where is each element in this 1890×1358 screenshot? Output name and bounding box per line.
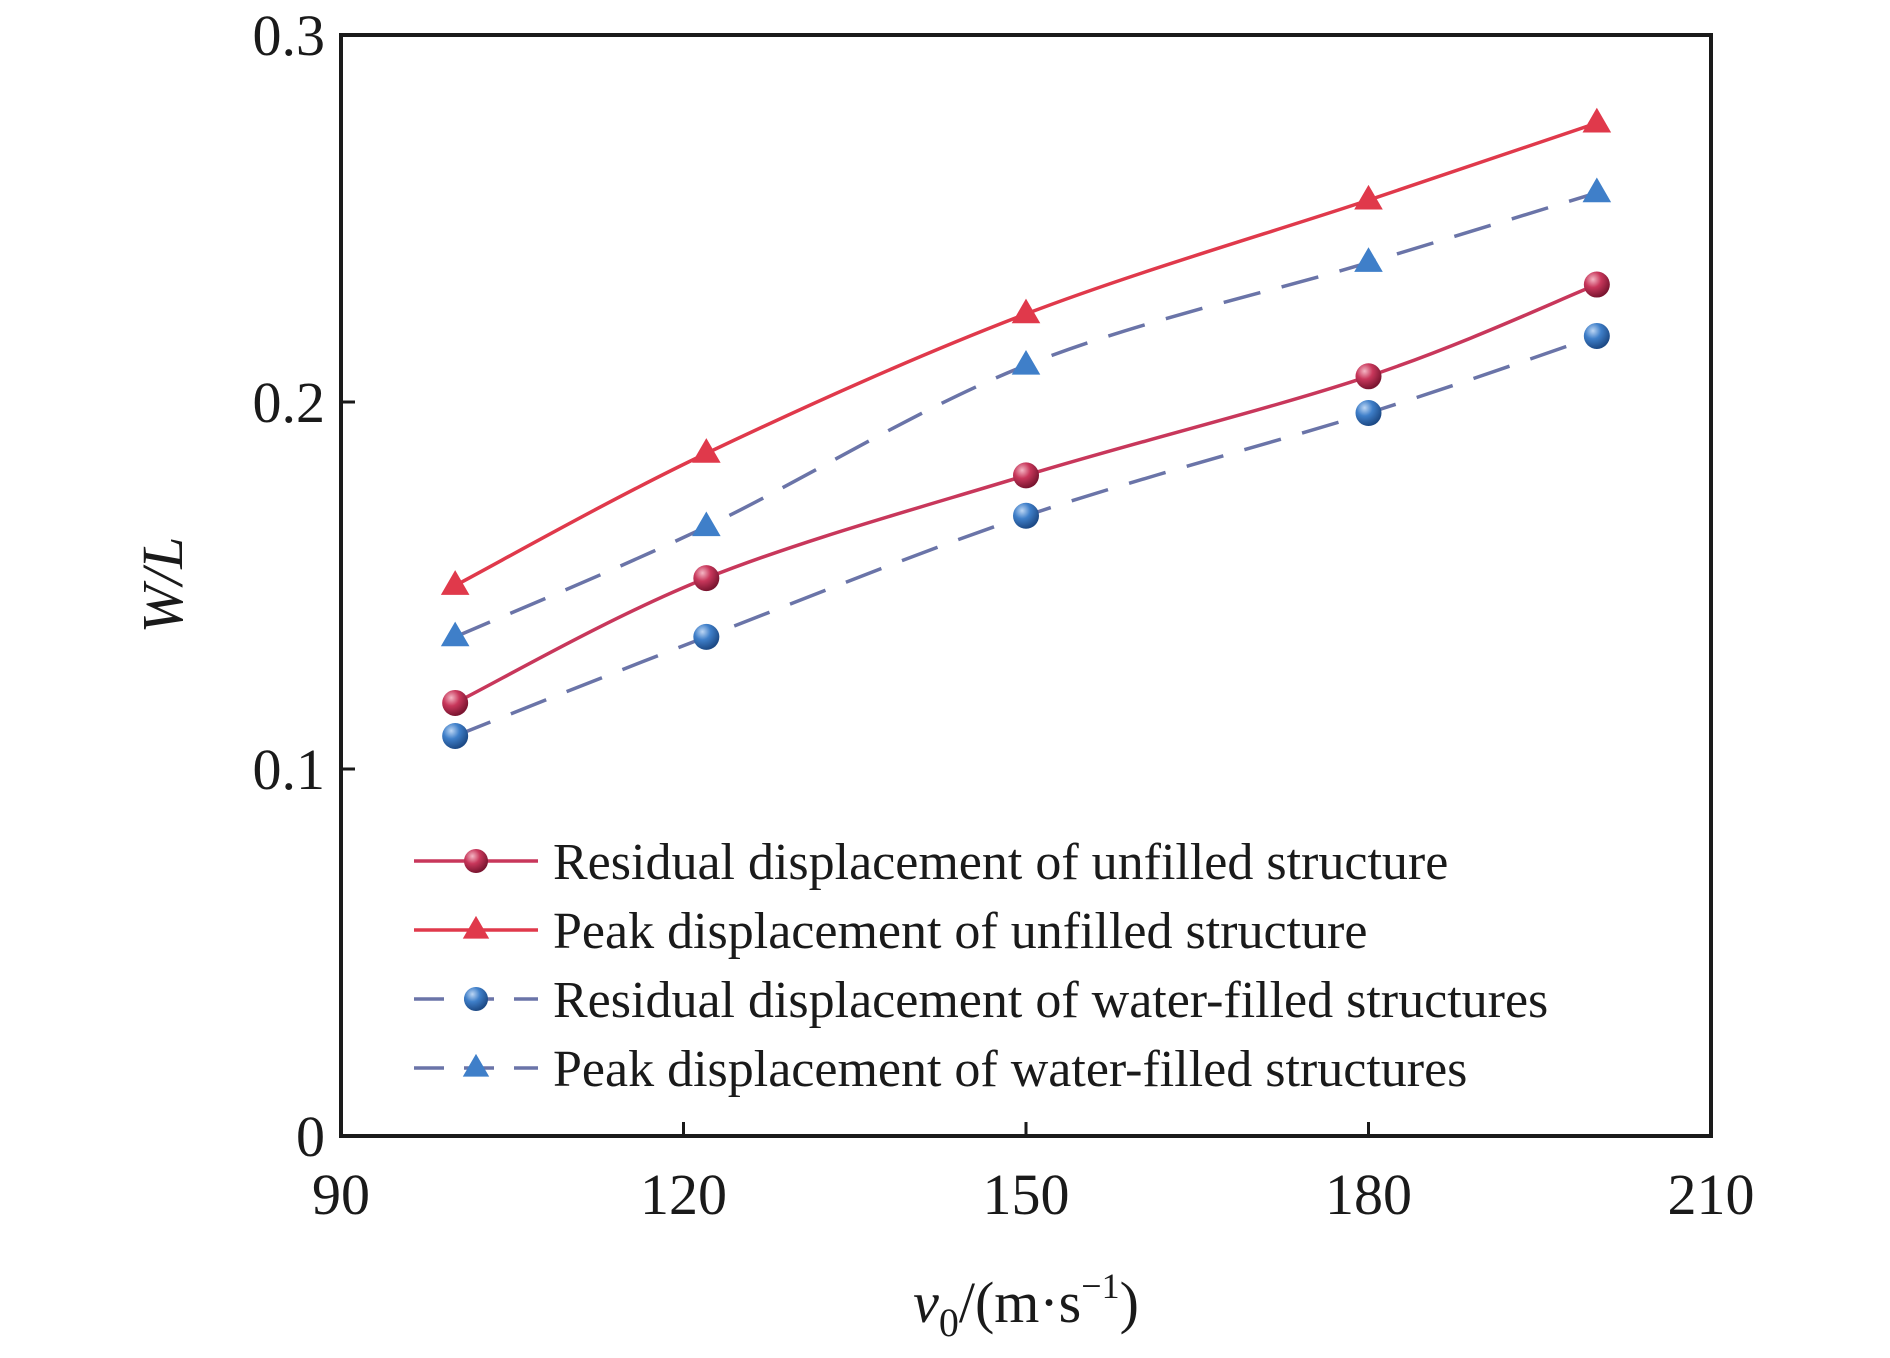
- series-layer: [440, 107, 1612, 749]
- x-tick-label: 90: [312, 1162, 370, 1227]
- legend-label: Peak displacement of water-filled struct…: [553, 1041, 1467, 1098]
- point-marker: [1583, 271, 1610, 298]
- x-axis-ticks: 90 120 150 180 210: [312, 1122, 1755, 1227]
- legend-entry: Peak displacement of water-filled struct…: [414, 1041, 1467, 1098]
- legend-entry: Residual displacement of unfilled struct…: [414, 834, 1448, 891]
- point-marker: [1011, 349, 1041, 375]
- point-marker: [462, 915, 490, 939]
- y-tick-label: 0: [296, 1104, 325, 1169]
- point-marker: [692, 438, 721, 463]
- legend-label: Peak displacement of unfilled structure: [553, 903, 1367, 960]
- point-marker: [442, 689, 469, 716]
- point-marker: [1582, 177, 1612, 203]
- plot-frame: [339, 33, 1713, 1138]
- point-marker: [1354, 247, 1383, 272]
- series-line: [454, 334, 1598, 738]
- point-marker: [1355, 400, 1382, 427]
- y-axis-ticks: 0 0.1 0.2 0.3: [253, 3, 355, 1169]
- y-tick-label: 0.1: [253, 737, 326, 802]
- legend-entry: Peak displacement of unfilled structure: [414, 903, 1367, 960]
- series-3: [442, 322, 1610, 749]
- series-2: [440, 107, 1612, 595]
- series-line: [454, 191, 1598, 639]
- series-1: [442, 271, 1610, 716]
- point-marker: [693, 623, 720, 650]
- x-axis-label-close: ): [1120, 1270, 1139, 1335]
- x-axis-label-sup: −1: [1081, 1266, 1119, 1306]
- point-marker: [1013, 462, 1039, 489]
- point-marker: [693, 565, 720, 592]
- x-axis-label-rest: /(m·s: [959, 1270, 1081, 1335]
- point-marker: [464, 849, 488, 873]
- legend-entry: Residual displacement of water-filled st…: [414, 972, 1548, 1029]
- x-tick-label: 210: [1668, 1162, 1755, 1227]
- point-marker: [464, 987, 488, 1011]
- legend-label: Residual displacement of water-filled st…: [553, 972, 1548, 1029]
- y-axis-label: W/L: [130, 537, 195, 634]
- x-tick-label: 150: [983, 1162, 1070, 1227]
- point-marker: [1355, 363, 1382, 390]
- point-marker: [1582, 107, 1612, 133]
- x-axis-label: v0/(m·s−1): [913, 1266, 1139, 1345]
- y-tick-label: 0.3: [253, 3, 326, 68]
- legend-label: Residual displacement of unfilled struct…: [553, 834, 1448, 891]
- point-marker: [440, 570, 470, 595]
- point-marker: [1013, 502, 1039, 529]
- point-marker: [1583, 322, 1610, 349]
- x-tick-label: 120: [640, 1162, 727, 1227]
- point-marker: [440, 621, 470, 647]
- point-marker: [1354, 184, 1383, 210]
- x-tick-label: 180: [1325, 1162, 1412, 1227]
- x-axis-label-main: v: [913, 1270, 939, 1335]
- point-marker: [442, 722, 469, 749]
- series-4: [440, 177, 1612, 647]
- legend: Residual displacement of unfilled struct…: [414, 834, 1548, 1098]
- x-axis-label-sub: 0: [939, 1300, 959, 1345]
- point-marker: [1011, 298, 1041, 324]
- y-tick-label: 0.2: [253, 370, 326, 435]
- point-marker: [462, 1053, 490, 1077]
- point-marker: [692, 511, 721, 537]
